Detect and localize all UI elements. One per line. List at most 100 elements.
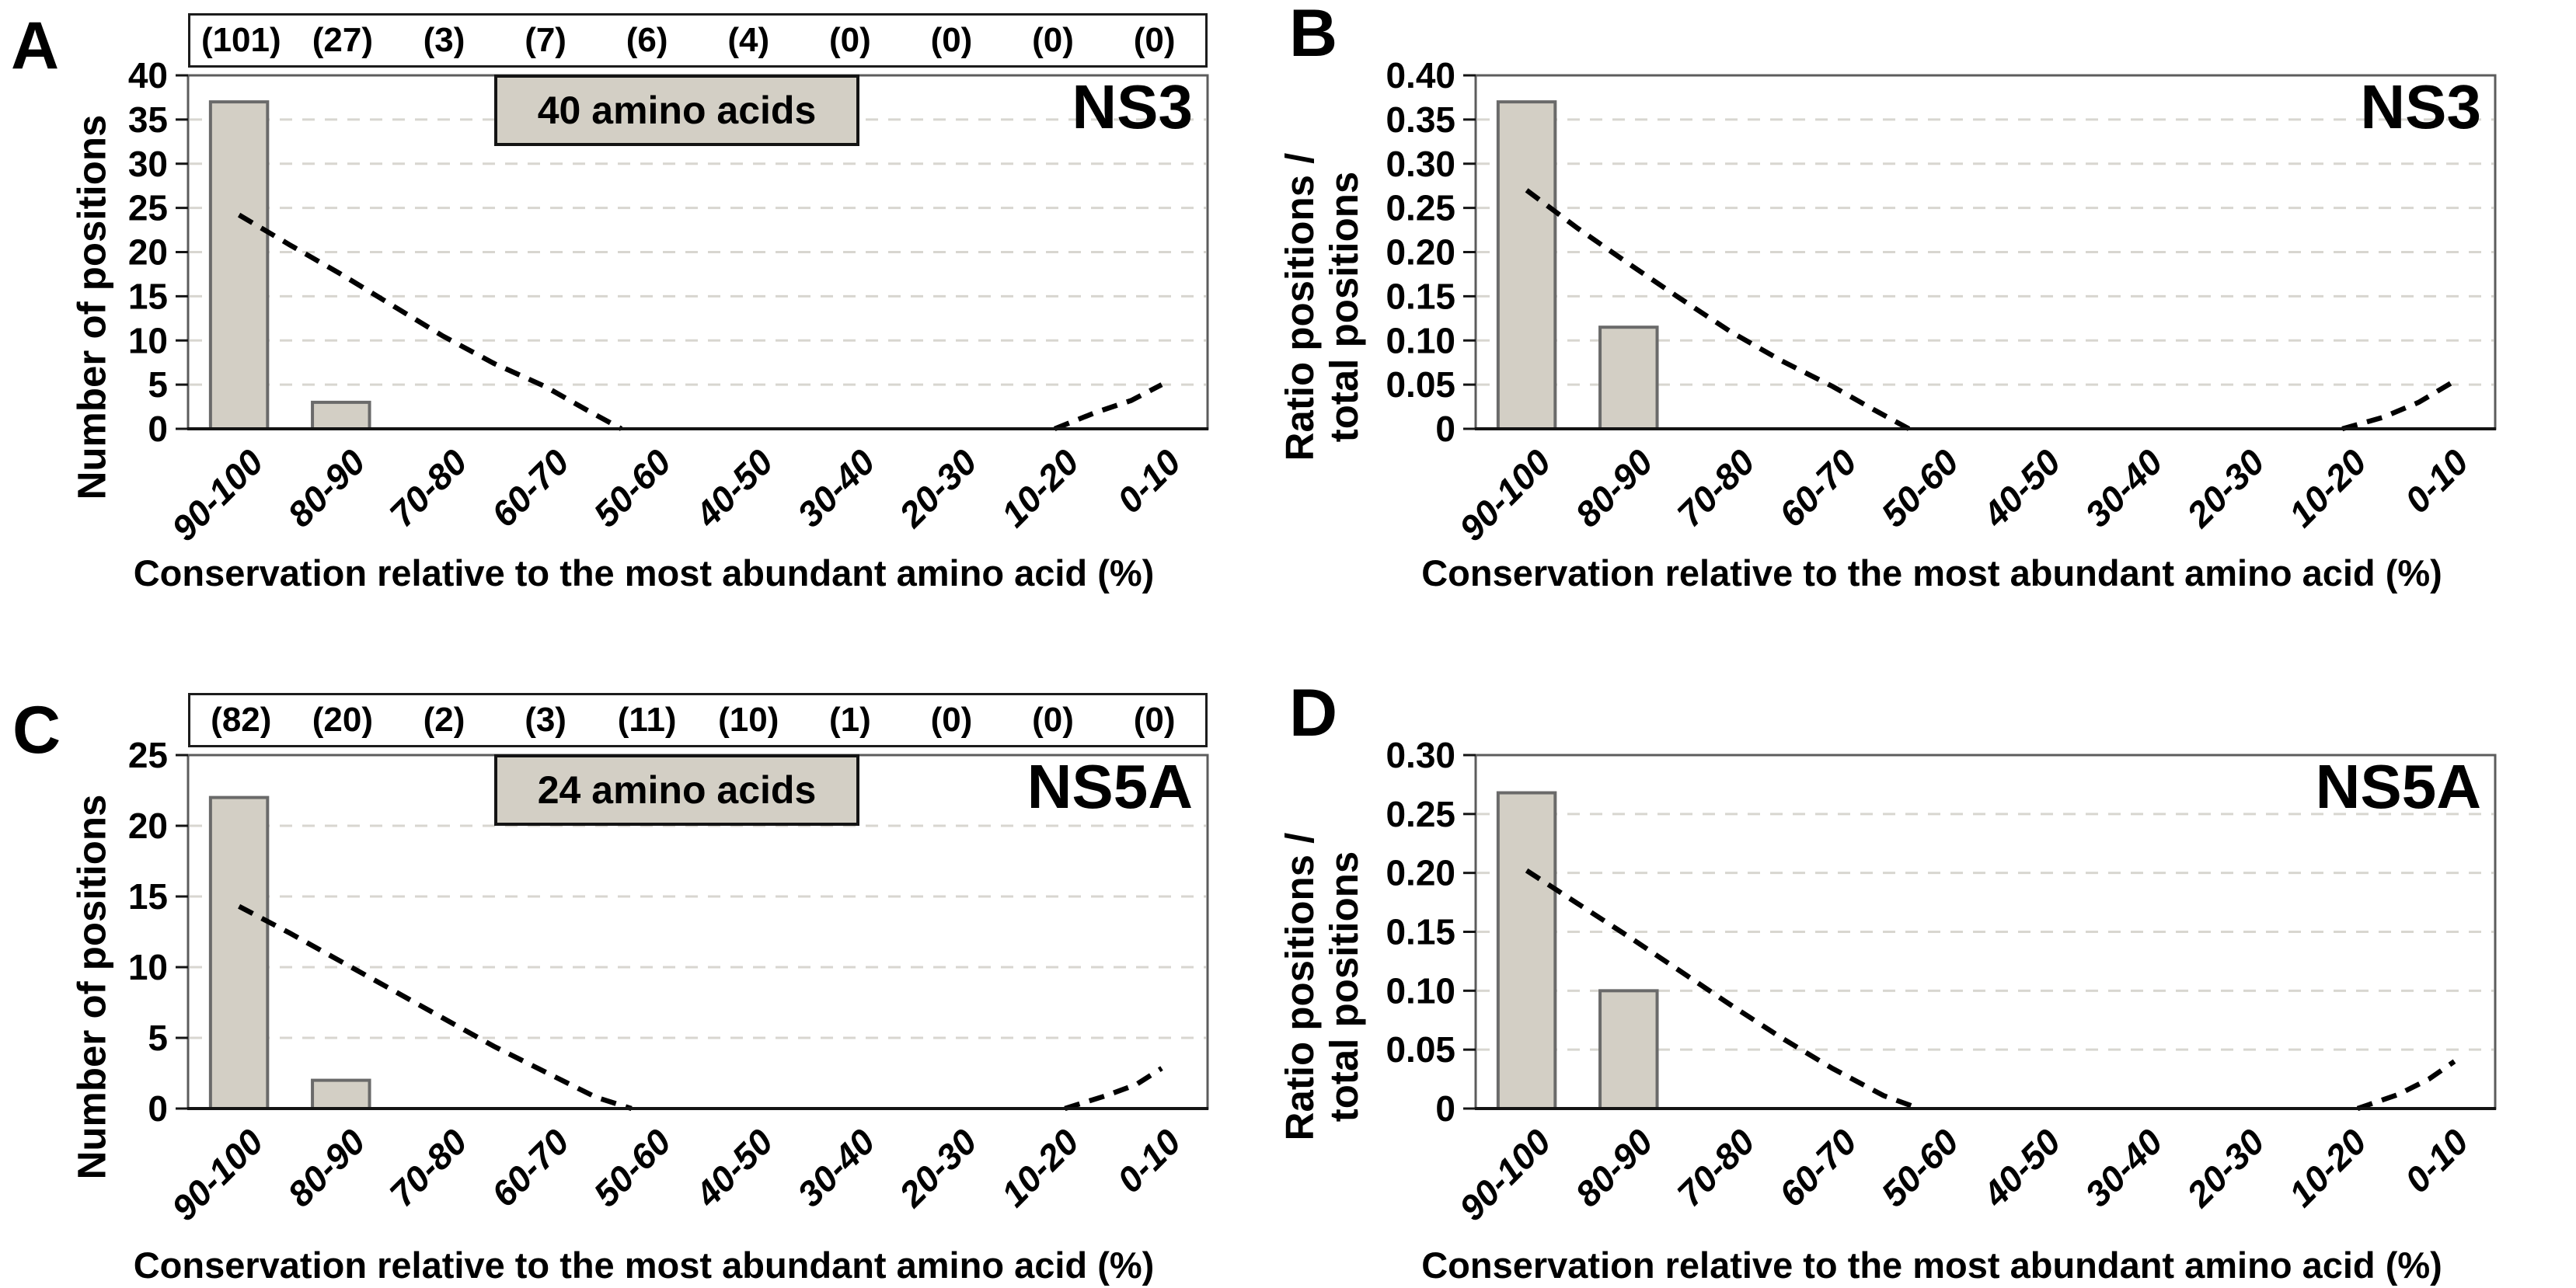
x-tick-label: 30-40 <box>790 441 883 534</box>
y-tick-label: 0 <box>1435 1088 1455 1129</box>
x-tick-label: 0-10 <box>1110 441 1189 520</box>
y-axis-title: Number of positions <box>70 36 114 580</box>
x-tick-label: 80-90 <box>1567 1121 1661 1214</box>
y-axis-title-line: Ratio positions / <box>1278 152 1322 461</box>
x-tick-label: 60-70 <box>1771 441 1864 534</box>
y-tick-label: 0.40 <box>1386 55 1455 96</box>
protein-label: NS3 <box>1072 72 1193 141</box>
y-tick-label: 0 <box>148 409 168 449</box>
fit-curve-descending <box>237 212 623 431</box>
x-axis-title: Conservation relative to the most abunda… <box>133 1244 1155 1286</box>
bar-80-90 <box>1598 325 1659 430</box>
bin-count-label: (10) <box>718 701 779 739</box>
bin-count-label: (0) <box>1133 21 1176 59</box>
bin-count-label: (4) <box>727 21 770 59</box>
x-tick-label: 30-40 <box>2077 1121 2170 1214</box>
y-tick-label: 40 <box>128 55 168 96</box>
x-tick-label: 40-50 <box>687 1121 781 1215</box>
panel-letter: C <box>12 693 61 768</box>
y-axis-title: Ratio positions / total positions <box>1278 35 1366 579</box>
x-tick-label: 0-10 <box>2397 1121 2477 1200</box>
panel-letter: D <box>1289 676 1338 750</box>
x-tick-label: 0-10 <box>2397 441 2477 520</box>
bin-count-label: (0) <box>930 21 973 59</box>
x-tick-label: 20-30 <box>2178 1121 2272 1215</box>
bar-90-100 <box>1496 100 1557 430</box>
panel-a-ns3-positions: 0 5 10 15 20 25 30 35 40 90-100 80-90 70-80 60-70 50-… <box>0 0 1288 644</box>
y-tick-label: 30 <box>128 144 168 184</box>
y-axis-title: Number of positions <box>70 715 114 1259</box>
x-tick-label: 90-100 <box>164 1121 271 1228</box>
x-axis-title: Conservation relative to the most abunda… <box>1421 1244 2442 1286</box>
y-tick-label: 0 <box>148 1088 168 1129</box>
y-tick-label: 0.05 <box>1386 364 1455 405</box>
protein-label: NS5A <box>1027 752 1193 821</box>
x-tick-label: 30-40 <box>2077 441 2170 534</box>
y-axis-title-line: total positions <box>1322 851 1366 1123</box>
fit-curve-rising-tail <box>2341 381 2453 432</box>
x-tick-label: 70-80 <box>382 441 475 534</box>
bar-90-100 <box>208 795 270 1110</box>
y-tick-label: 0.30 <box>1386 735 1455 775</box>
protein-label: NS5A <box>2315 752 2481 821</box>
x-tick-label: 50-60 <box>586 441 679 534</box>
bar-80-90 <box>311 400 371 430</box>
x-tick-label: 20-30 <box>2178 441 2272 535</box>
fit-curve-descending <box>238 903 633 1112</box>
x-tick-label: 70-80 <box>1669 1121 1762 1214</box>
bin-count-label: (82) <box>211 701 272 739</box>
bin-count-label: (3) <box>423 21 465 59</box>
bin-count-label: (0) <box>1133 701 1176 739</box>
y-tick-label: 5 <box>148 364 168 405</box>
x-tick-label: 20-30 <box>891 441 985 535</box>
y-tick-label: 0.25 <box>1386 794 1455 834</box>
x-tick-label: 20-30 <box>891 1121 985 1215</box>
x-tick-label: 80-90 <box>1567 441 1661 534</box>
bin-count-label: (7) <box>525 21 566 59</box>
x-tick-label: 80-90 <box>280 1121 373 1214</box>
bin-counts-strip: (101) (27) (3) (7) (6) (4) (0) (0) (0) (0) <box>188 13 1208 68</box>
y-tick-label: 15 <box>128 276 168 316</box>
y-tick-label: 35 <box>128 99 168 140</box>
x-tick-label: 70-80 <box>382 1121 475 1214</box>
y-tick-label: 0.25 <box>1386 188 1455 228</box>
y-tick-label: 0.15 <box>1386 276 1455 316</box>
y-tick-label: 10 <box>128 320 168 360</box>
panel-letter: B <box>1289 0 1338 71</box>
y-tick-label: 0.15 <box>1386 912 1455 952</box>
panel-d-ns5a-ratio: 0 0.05 0.10 0.15 0.20 0.25 0.30 90-100 80-90 70-8… <box>1278 676 2576 1288</box>
amino-acids-annotation: 24 amino acids <box>494 754 859 826</box>
y-tick-label: 0.20 <box>1386 232 1455 273</box>
x-tick-label: 10-20 <box>993 1121 1086 1214</box>
panel-letter: A <box>11 9 60 83</box>
fit-curve-rising-tail <box>2356 1059 2456 1112</box>
panel-b-ns3-ratio: 0 0.05 0.10 0.15 0.20 0.25 0.30 0.35 0.40 90-100 8… <box>1278 0 2576 644</box>
fit-curve-descending <box>1525 188 1911 431</box>
panel-c-ns5a-positions: 0 5 10 15 20 25 90-100 80-90 70-80 60-70 50-60 40-5… <box>0 680 1288 1288</box>
y-tick-label: 0.20 <box>1386 853 1455 893</box>
y-tick-label: 5 <box>148 1018 168 1058</box>
x-tick-label: 10-20 <box>2281 1121 2374 1214</box>
panel-b-chart: 00.050.100.150.200.250.300.350.40 90-100 8… <box>1386 55 2497 548</box>
protein-label: NS3 <box>2360 72 2481 141</box>
bin-count-label: (20) <box>312 701 374 739</box>
y-tick-label: 10 <box>128 947 168 987</box>
bin-count-label: (0) <box>930 701 973 739</box>
bin-count-label: (101) <box>200 21 281 59</box>
bar-80-90 <box>1598 989 1659 1111</box>
x-tick-label: 30-40 <box>790 1121 883 1214</box>
x-tick-label: 10-20 <box>993 441 1086 534</box>
panel-d-chart: 0 0.05 0.10 0.15 0.20 0.25 0.30 90-100 80-90 70-8… <box>1386 735 2497 1228</box>
y-tick-label: 25 <box>128 735 168 775</box>
x-tick-label: 40-50 <box>1975 441 2069 535</box>
y-tick-label: 25 <box>128 188 168 228</box>
x-tick-label: 60-70 <box>483 441 577 534</box>
x-tick-label: 10-20 <box>2281 441 2374 534</box>
y-axis-title-line: total positions <box>1322 171 1366 443</box>
x-axis-title: Conservation relative to the most abunda… <box>133 552 1155 594</box>
x-tick-label: 0-10 <box>1110 1121 1189 1200</box>
x-tick-label: 40-50 <box>687 441 781 535</box>
x-tick-label: 90-100 <box>1452 1121 1559 1228</box>
fit-curve-rising-tail <box>1064 1066 1163 1112</box>
